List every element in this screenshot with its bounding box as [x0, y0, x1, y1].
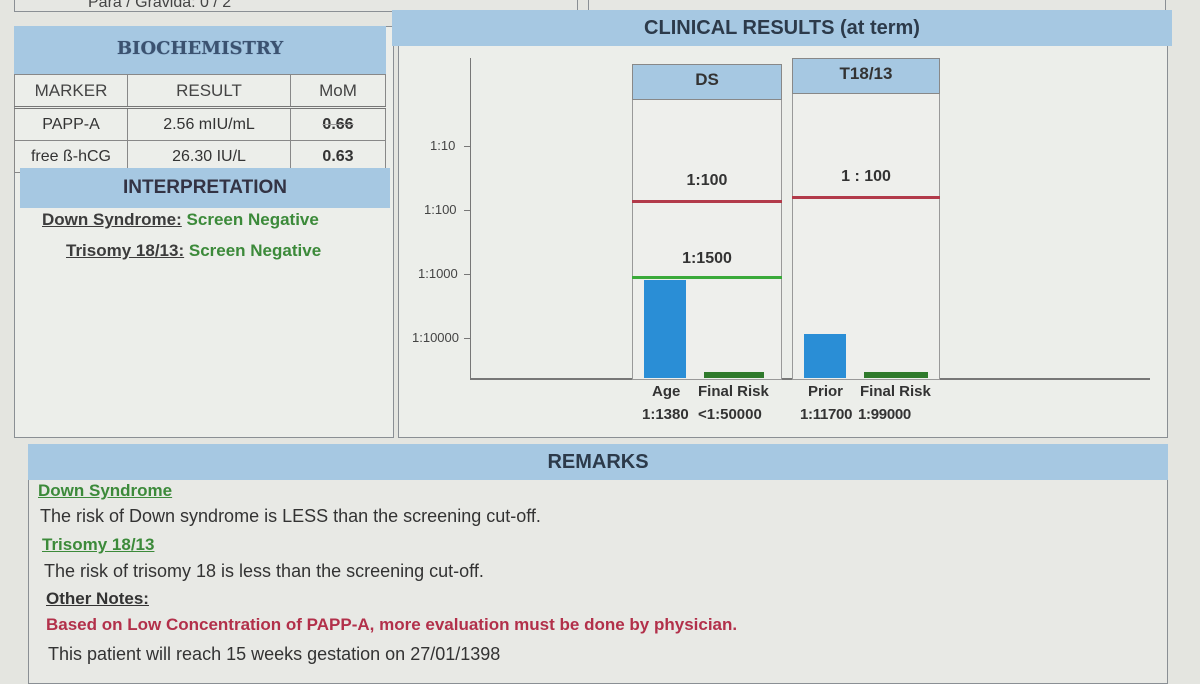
interpretation-label: Down Syndrome:	[42, 210, 182, 229]
biochemistry-title: BIOCHEMISTRY	[14, 26, 386, 74]
interpretation-value: Screen Negative	[186, 210, 319, 229]
table-header-row: MARKER RESULT MoM	[14, 74, 386, 109]
para-gravida: Para / Gravida: 0 / 2	[88, 0, 232, 11]
y-tick	[464, 274, 471, 275]
column-header: MoM	[290, 74, 386, 109]
table-row: PAPP-A 2.56 mIU/mL 0.66	[14, 107, 386, 141]
table-row: free ß-hCG 26.30 IU/L 0.63	[14, 140, 386, 173]
clinical-panel	[398, 28, 1168, 438]
ds-column-header: DS	[632, 64, 782, 100]
patient-box	[14, 0, 578, 12]
y-tick-label: 1:100	[424, 202, 457, 217]
remarks-other-text: Based on Low Concentration of PAPP-A, mo…	[46, 615, 738, 634]
ds-final-risk-label: Final Risk	[698, 383, 769, 400]
y-tick	[464, 146, 471, 147]
ds-final-risk-value: <1:50000	[698, 406, 762, 423]
y-axis	[470, 58, 471, 380]
remarks-other-heading: Other Notes:	[46, 589, 149, 608]
biochemistry-table: MARKER RESULT MoM PAPP-A 2.56 mIU/mL 0.6…	[14, 74, 386, 173]
y-tick-label: 1:1000	[418, 266, 458, 281]
marker-cell: PAPP-A	[14, 107, 128, 141]
remarks-title: REMARKS	[28, 444, 1168, 480]
remarks-ds-text: The risk of Down syndrome is LESS than t…	[40, 506, 541, 526]
ds-cutoff-label: 1:100	[686, 172, 728, 189]
remarks-t18-heading: Trisomy 18/13	[42, 535, 155, 554]
t18-final-risk-bar	[864, 372, 928, 378]
interpretation-body: Down Syndrome: Screen Negative Trisomy 1…	[20, 208, 394, 438]
ds-age-label: Age	[652, 383, 681, 400]
remarks-t18-text: The risk of trisomy 18 is less than the …	[44, 561, 484, 581]
remarks-gestation-text: This patient will reach 15 weeks gestati…	[48, 644, 501, 664]
t18-prior-value: 1:11700	[800, 406, 853, 423]
y-tick-label: 1:10000	[412, 330, 459, 345]
ds-age-line-label: 1:1500	[682, 250, 732, 267]
marker-cell: free ß-hCG	[14, 140, 128, 173]
interpretation-label: Trisomy 18/13:	[66, 241, 185, 260]
t18-column	[792, 58, 940, 380]
interpretation-t18: Trisomy 18/13: Screen Negative	[66, 241, 321, 261]
remarks-ds-heading: Down Syndrome	[38, 481, 173, 500]
t18-prior-bar	[804, 334, 846, 378]
mom-cell: 0.63	[290, 140, 386, 173]
mom-cell: 0.66	[290, 107, 386, 141]
t18-prior-label: Prior	[808, 383, 844, 400]
t18-cutoff-line	[792, 196, 940, 199]
t18-cutoff-label: 1 : 100	[841, 168, 891, 185]
ds-age-bar	[644, 280, 686, 378]
y-tick-label: 1:10	[430, 138, 456, 153]
interpretation-value: Screen Negative	[188, 241, 322, 260]
y-tick	[464, 338, 471, 339]
t18-column-header: T18/13	[792, 58, 940, 94]
t18-final-risk-value: 1:99000	[858, 406, 911, 423]
y-tick	[464, 210, 471, 211]
column-header: MARKER	[14, 74, 128, 109]
ds-final-risk-bar	[704, 372, 764, 378]
remarks-panel	[28, 444, 1168, 684]
ds-age-value: 1:1380	[642, 406, 689, 423]
clinical-title: CLINICAL RESULTS (at term)	[392, 10, 1172, 46]
ds-cutoff-line	[632, 200, 782, 203]
column-header: RESULT	[127, 74, 291, 109]
result-cell: 2.56 mIU/mL	[127, 107, 291, 141]
t18-final-risk-label: Final Risk	[860, 383, 931, 400]
interpretation-title: INTERPRETATION	[20, 168, 390, 208]
interpretation-ds: Down Syndrome: Screen Negative	[42, 210, 319, 230]
clinical-chart: 1:10 1:100 1:1000 1:10000 DS 1:100 1:150…	[398, 58, 1168, 438]
ds-age-line	[632, 276, 782, 279]
